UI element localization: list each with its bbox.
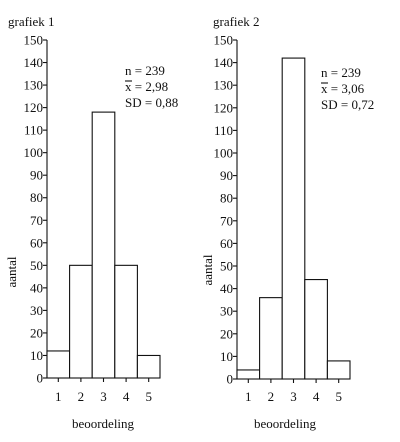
bar: [304, 279, 328, 380]
bar: [46, 350, 71, 379]
y-tick-label: 150: [24, 33, 44, 48]
x-tick-label: 4: [123, 389, 130, 404]
x-tick-label: 5: [335, 389, 342, 404]
bar: [136, 354, 161, 379]
chart-title: grafiek 2: [213, 14, 260, 29]
y-tick-label: 110: [214, 123, 233, 138]
y-tick-label: 110: [24, 123, 43, 138]
x-tick-label: 5: [145, 389, 152, 404]
x-tick-label: 1: [55, 389, 62, 404]
y-tick-label: 20: [30, 325, 43, 340]
y-tick-label: 150: [214, 33, 234, 48]
y-tick-label: 140: [24, 55, 44, 70]
y-tick-label: 40: [220, 281, 233, 296]
y-tick-label: 20: [220, 326, 233, 341]
y-tick-label: 90: [220, 168, 233, 183]
y-tick-label: 90: [30, 168, 43, 183]
y-tick-label: 10: [30, 348, 43, 363]
y-tick-label: 50: [30, 258, 43, 273]
y-axis-label: aantal: [200, 254, 215, 285]
y-tick-label: 50: [220, 259, 233, 274]
y-tick-label: 60: [30, 235, 43, 250]
y-tick-label: 80: [220, 191, 233, 206]
y-tick-label: 120: [214, 100, 234, 115]
y-tick-label: 120: [24, 100, 44, 115]
x-tick-label: 3: [290, 389, 297, 404]
y-tick-label: 30: [220, 304, 233, 319]
stat-line: SD = 0,72: [321, 97, 374, 112]
y-tick-label: 10: [220, 349, 233, 364]
bar: [259, 297, 283, 380]
y-tick-label: 40: [30, 280, 43, 295]
y-tick-label: 70: [30, 213, 43, 228]
x-tick-label: 4: [313, 389, 320, 404]
y-tick-label: 60: [220, 236, 233, 251]
chart-title: grafiek 1: [8, 14, 55, 29]
x-tick-label: 2: [268, 389, 275, 404]
y-tick-label: 130: [24, 78, 44, 93]
x-tick-label: 3: [100, 389, 107, 404]
stat-line: n = 239: [321, 65, 361, 80]
y-tick-label: 100: [214, 146, 234, 161]
bar: [91, 111, 116, 379]
bar: [236, 369, 261, 380]
bar: [69, 264, 93, 379]
y-tick-label: 0: [227, 372, 234, 387]
stat-line: n = 239: [125, 63, 165, 78]
y-tick-label: 70: [220, 213, 233, 228]
y-tick-label: 0: [37, 371, 44, 386]
x-axis-label: beoordeling: [72, 416, 135, 431]
y-tick-label: 80: [30, 190, 43, 205]
x-tick-label: 2: [78, 389, 85, 404]
y-tick-label: 140: [214, 55, 234, 70]
y-tick-label: 130: [214, 78, 234, 93]
stat-line: x = 2,98: [125, 79, 168, 94]
y-axis-label: aantal: [4, 256, 19, 287]
stat-line: SD = 0,88: [125, 95, 178, 110]
y-tick-label: 30: [30, 303, 43, 318]
y-tick-label: 100: [24, 145, 44, 160]
x-tick-label: 1: [245, 389, 252, 404]
stat-line: x = 3,06: [321, 81, 365, 96]
bar: [326, 360, 351, 380]
x-axis-label: beoordeling: [254, 416, 317, 431]
bar: [114, 264, 138, 379]
bar: [281, 57, 306, 380]
